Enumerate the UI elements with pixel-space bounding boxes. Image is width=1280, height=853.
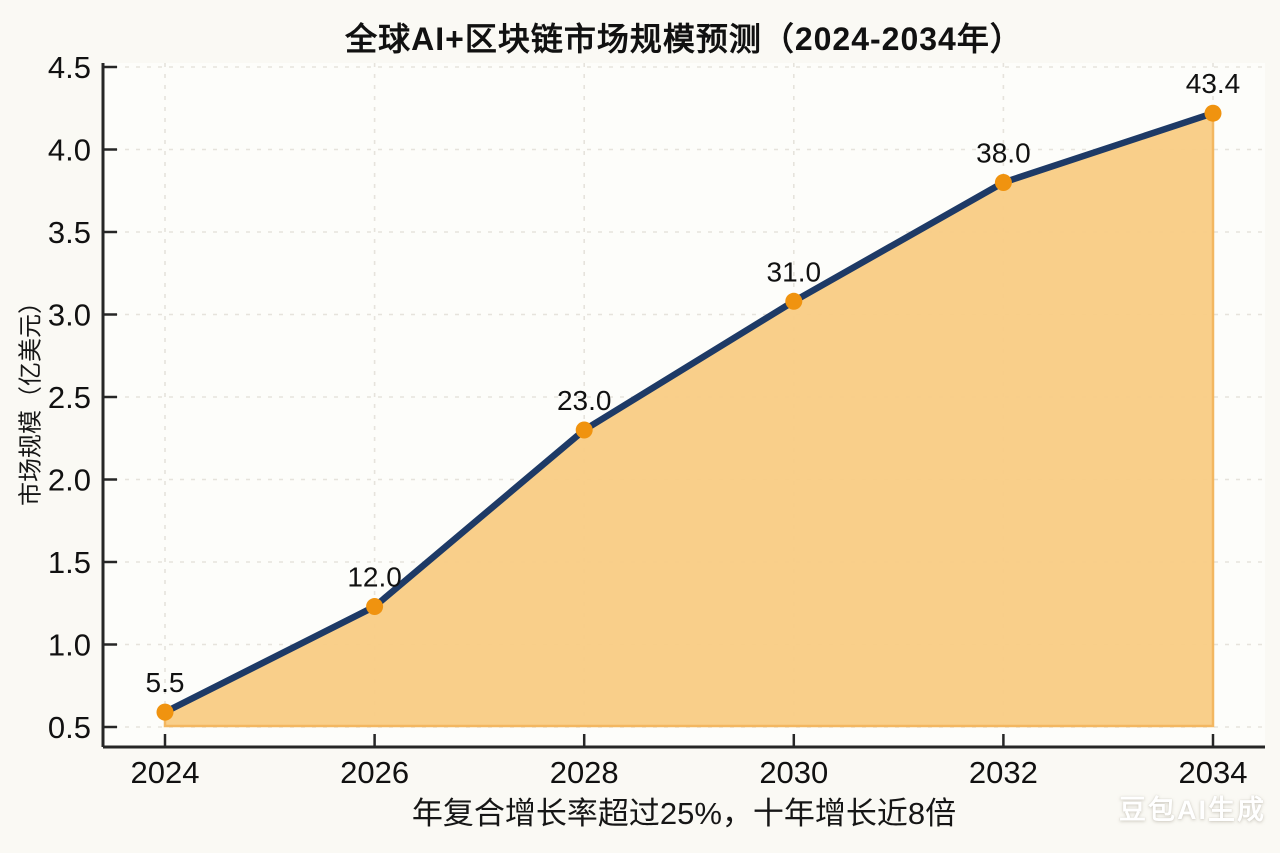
x-tick-label: 2030 bbox=[759, 755, 828, 790]
data-point-marker bbox=[156, 703, 174, 721]
data-point-marker bbox=[785, 292, 803, 310]
data-point-marker bbox=[366, 598, 384, 616]
data-point-label: 23.0 bbox=[557, 385, 612, 416]
chart-title: 全球AI+区块链市场规模预测（2024-2034年） bbox=[345, 21, 1023, 57]
y-axis-label: 市场规模（亿美元） bbox=[17, 290, 45, 506]
y-tick-label: 3.5 bbox=[48, 215, 91, 250]
y-tick-label: 2.5 bbox=[48, 380, 91, 415]
y-tick-label: 4.5 bbox=[48, 50, 91, 85]
y-tick-label: 2.0 bbox=[48, 463, 91, 498]
y-tick-label: 1.0 bbox=[48, 628, 91, 663]
watermark: 豆包AI生成 bbox=[1119, 795, 1266, 825]
data-point-label: 5.5 bbox=[146, 667, 185, 698]
x-tick-label: 2026 bbox=[340, 755, 409, 790]
data-point-label: 43.4 bbox=[1186, 68, 1241, 99]
data-point-label: 12.0 bbox=[347, 562, 402, 593]
data-point-marker bbox=[994, 174, 1012, 191]
y-tick-label: 4.0 bbox=[48, 133, 91, 168]
y-tick-label: 0.5 bbox=[48, 710, 91, 745]
data-point-marker bbox=[1204, 104, 1222, 122]
x-tick-label: 2024 bbox=[131, 755, 200, 790]
x-axis-caption: 年复合增长率超过25%，十年增长近8倍 bbox=[411, 796, 957, 831]
y-tick-label: 3.0 bbox=[48, 298, 91, 333]
x-tick-label: 2028 bbox=[550, 755, 619, 790]
x-tick-label: 2034 bbox=[1179, 755, 1248, 790]
data-point-marker bbox=[575, 421, 593, 439]
data-point-label: 31.0 bbox=[767, 256, 822, 287]
trend-line bbox=[161, 109, 1217, 716]
data-point-label: 38.0 bbox=[976, 138, 1031, 169]
x-tick-label: 2032 bbox=[969, 755, 1038, 790]
y-tick-label: 1.5 bbox=[48, 545, 91, 580]
